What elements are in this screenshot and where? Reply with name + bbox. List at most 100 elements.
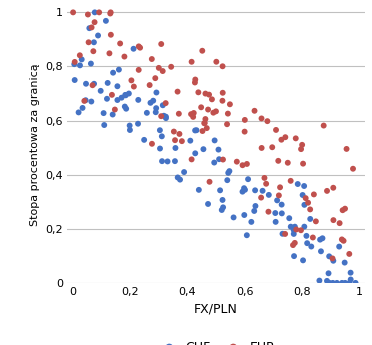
- EUR: [156, 65, 162, 71]
- EUR: [262, 175, 267, 181]
- EUR: [192, 80, 198, 85]
- CHF: [330, 258, 336, 264]
- CHF: [92, 10, 98, 15]
- CHF: [301, 202, 307, 208]
- CHF: [98, 88, 104, 93]
- CHF: [181, 169, 187, 175]
- EUR: [341, 238, 347, 244]
- EUR: [70, 10, 76, 15]
- CHF: [110, 112, 116, 117]
- EUR: [219, 98, 225, 104]
- EUR: [310, 235, 316, 240]
- CHF: [123, 92, 129, 98]
- CHF: [224, 177, 230, 183]
- EUR: [89, 24, 94, 30]
- CHF: [135, 121, 141, 127]
- CHF: [187, 138, 193, 144]
- EUR: [107, 11, 113, 16]
- EUR: [136, 43, 142, 49]
- CHF: [272, 210, 278, 216]
- EUR: [240, 162, 246, 168]
- CHF: [164, 159, 170, 164]
- CHF: [300, 192, 306, 198]
- CHF: [76, 110, 81, 115]
- EUR: [199, 48, 205, 53]
- EUR: [259, 145, 264, 151]
- CHF: [83, 97, 89, 103]
- CHF: [327, 280, 333, 286]
- EUR: [108, 10, 113, 15]
- CHF: [88, 61, 94, 66]
- CHF: [157, 146, 163, 151]
- CHF: [353, 280, 359, 286]
- CHF: [192, 128, 198, 133]
- CHF: [127, 123, 133, 128]
- CHF: [91, 40, 97, 45]
- CHF: [326, 270, 331, 276]
- EUR: [202, 116, 208, 122]
- EUR: [321, 123, 327, 128]
- CHF: [217, 188, 223, 193]
- CHF: [317, 278, 323, 283]
- EUR: [168, 64, 174, 70]
- EUR: [92, 19, 97, 25]
- EUR: [292, 240, 298, 246]
- EUR: [340, 207, 346, 213]
- CHF: [308, 244, 314, 249]
- EUR: [188, 111, 194, 117]
- EUR: [209, 97, 215, 102]
- EUR: [121, 54, 127, 59]
- CHF: [241, 212, 247, 218]
- EUR: [81, 98, 87, 104]
- EUR: [206, 179, 212, 185]
- EUR: [195, 90, 201, 95]
- CHF: [231, 215, 237, 220]
- CHF: [163, 115, 169, 121]
- CHF: [161, 113, 167, 119]
- CHF: [115, 83, 121, 89]
- CHF: [304, 240, 310, 246]
- CHF: [339, 280, 345, 286]
- EUR: [199, 128, 205, 134]
- EUR: [298, 146, 304, 152]
- CHF: [83, 81, 89, 87]
- EUR: [350, 166, 356, 171]
- CHF: [320, 236, 326, 241]
- EUR: [108, 32, 114, 38]
- EUR: [176, 111, 182, 117]
- CHF: [307, 216, 313, 222]
- EUR: [293, 136, 299, 141]
- EUR: [190, 114, 196, 120]
- EUR: [204, 125, 210, 131]
- CHF: [160, 102, 166, 108]
- EUR: [90, 48, 96, 54]
- CHF: [253, 203, 259, 209]
- EUR: [189, 59, 195, 65]
- CHF: [95, 33, 101, 38]
- CHF: [86, 26, 92, 31]
- CHF: [342, 260, 348, 265]
- EUR: [172, 137, 178, 143]
- EUR: [158, 41, 164, 47]
- EUR: [112, 107, 118, 112]
- CHF: [173, 145, 179, 151]
- EUR: [214, 59, 219, 65]
- CHF: [252, 188, 258, 193]
- EUR: [109, 92, 115, 98]
- CHF: [159, 158, 165, 164]
- EUR: [191, 110, 197, 116]
- EUR: [77, 52, 83, 58]
- CHF: [342, 280, 348, 286]
- EUR: [307, 207, 313, 212]
- CHF: [260, 188, 266, 194]
- CHF: [274, 198, 280, 203]
- EUR: [303, 195, 309, 201]
- EUR: [339, 237, 345, 242]
- EUR: [290, 242, 296, 248]
- CHF: [72, 77, 78, 83]
- CHF: [241, 185, 247, 191]
- CHF: [105, 80, 110, 86]
- CHF: [291, 253, 297, 259]
- CHF: [347, 270, 353, 275]
- EUR: [330, 256, 336, 261]
